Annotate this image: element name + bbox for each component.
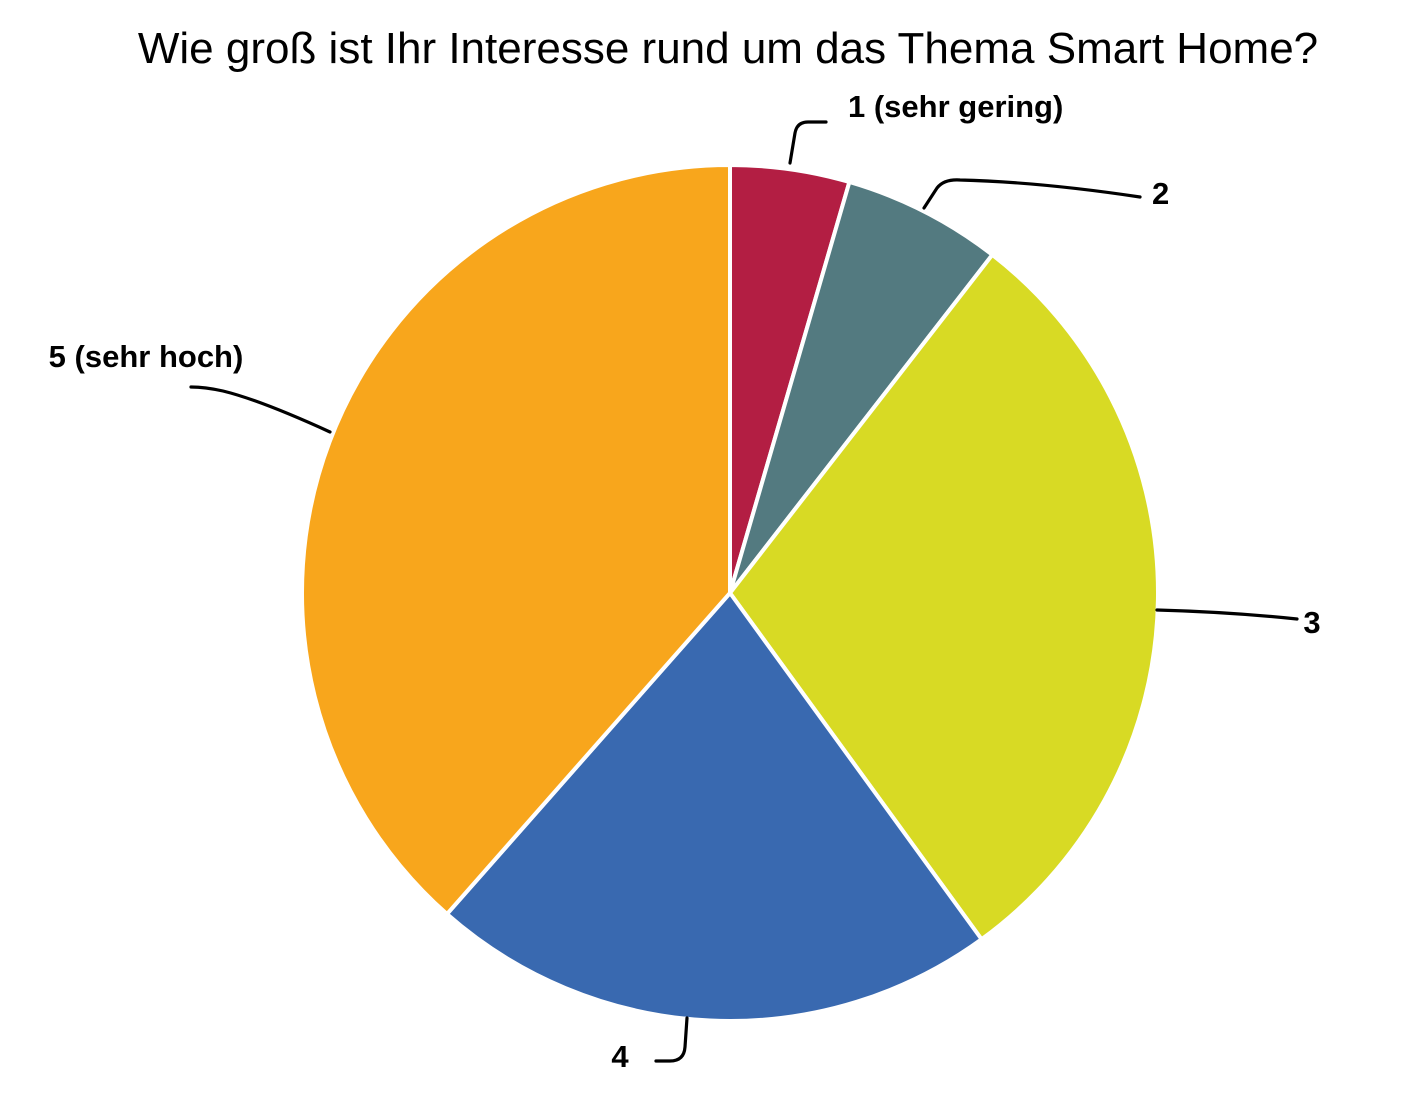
leader-line-2 [922, 178, 1142, 210]
slice-label-1: 1 (sehr gering) [848, 89, 1063, 124]
leader-line-5 [189, 385, 332, 434]
pie-slice-4 [444, 591, 984, 1023]
slice-label-2: 2 [1152, 176, 1169, 211]
leader-lines [189, 120, 1299, 1063]
leader-line-3 [1155, 608, 1299, 621]
pie-slice-5 [300, 163, 732, 917]
pie-slice-2 [728, 179, 995, 595]
pie-slices [300, 163, 1160, 1023]
slice-labels: 1 (sehr gering) 2 3 4 5 (sehr hoch) [49, 89, 1321, 1074]
pie-slice-3 [728, 252, 1160, 942]
slice-label-4: 4 [611, 1039, 629, 1074]
leader-line-4 [654, 1016, 689, 1063]
slice-label-5: 5 (sehr hoch) [49, 339, 244, 374]
chart-title: Wie groß ist Ihr Interesse rund um das T… [138, 24, 1318, 73]
slice-label-3: 3 [1303, 605, 1320, 640]
leader-line-1 [788, 120, 828, 165]
